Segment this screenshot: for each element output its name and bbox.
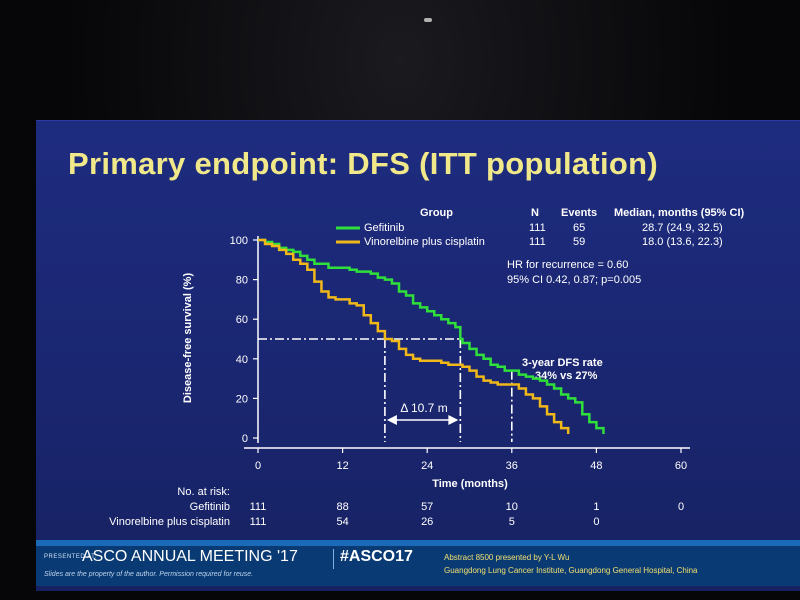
y-tick-label: 20	[236, 393, 248, 405]
footer-hashtag: #ASCO17	[340, 548, 413, 565]
x-tick-label: 24	[421, 460, 433, 472]
legend-table: Group N Events Median, months (95% CI) G…	[336, 207, 745, 248]
footer-banner	[36, 540, 800, 586]
risk-value: 10	[506, 501, 518, 513]
legend-n-vinorelbine: 111	[529, 236, 546, 248]
legend-header-median: Median, months (95% CI)	[614, 207, 745, 219]
y-axis-label: Disease-free survival (%)	[182, 273, 194, 404]
presentation-slide	[36, 120, 800, 591]
risk-value: 0	[678, 501, 684, 513]
risk-value: 111	[250, 501, 267, 513]
x-tick-label: 48	[590, 460, 602, 472]
dfs-rate-annotation-line1: 3-year DFS rate	[522, 357, 603, 369]
x-axis-label: Time (months)	[432, 478, 508, 490]
risk-value: 26	[421, 516, 433, 528]
footer-meeting-name: ASCO ANNUAL MEETING '17	[82, 548, 298, 565]
legend-header-group: Group	[420, 207, 453, 219]
delta-arrow-head-left	[386, 415, 397, 425]
footer-accent-band	[36, 540, 800, 546]
screen-indicator-light	[424, 18, 432, 22]
y-tick-label: 100	[230, 235, 248, 247]
slide-title: Primary endpoint: DFS (ITT population)	[68, 146, 659, 181]
risk-value: 111	[250, 516, 267, 528]
median-reference-lines	[258, 338, 513, 442]
footer-presented-at: PRESENTED AT:	[44, 554, 97, 560]
delta-arrow-head-right	[448, 415, 459, 425]
y-tick-label: 0	[242, 433, 248, 445]
x-tick-label: 0	[255, 460, 261, 472]
legend-label-gefitinib: Gefitinib	[364, 222, 404, 234]
risk-row-name-vinorelbine: Vinorelbine plus cisplatin	[109, 516, 230, 528]
legend-n-gefitinib: 111	[529, 222, 546, 234]
y-tick-label: 80	[236, 275, 248, 287]
x-tick-label: 60	[675, 460, 687, 472]
risk-value: 88	[336, 501, 348, 513]
y-tick-label: 60	[236, 314, 248, 326]
x-tick-label: 12	[336, 460, 348, 472]
dfs-rate-annotation-line2: 34% vs 27%	[535, 370, 598, 382]
legend-header-n: N	[531, 207, 539, 219]
hr-annotation-line1: HR for recurrence = 0.60	[507, 259, 628, 271]
x-tick-label: 36	[506, 460, 518, 472]
hr-annotation-line2: 95% CI 0.42, 0.87; p=0.005	[507, 274, 641, 286]
risk-row-name-gefitinib: Gefitinib	[190, 501, 230, 513]
y-tick-label: 40	[236, 354, 248, 366]
legend-events-vinorelbine: 59	[573, 236, 585, 248]
km-curve-gefitinib	[258, 238, 605, 435]
km-curve-vinorelbine	[258, 238, 570, 435]
y-tick-group: 0 20 40 60 80 100	[230, 235, 258, 445]
risk-value: 1	[593, 501, 599, 513]
legend-label-vinorelbine: Vinorelbine plus cisplatin	[364, 236, 485, 248]
footer-abstract-institution: Guangdong Lung Cancer Institute, Guangdo…	[444, 566, 698, 575]
footer-divider	[333, 549, 334, 569]
delta-label: Δ 10.7 m	[400, 401, 447, 415]
legend-median-gefitinib: 28.7 (24.9, 32.5)	[642, 222, 723, 234]
legend-events-gefitinib: 65	[573, 222, 585, 234]
delta-median-arrow: Δ 10.7 m	[386, 401, 459, 425]
x-tick-group: 0 12 24 36 48 60	[255, 448, 687, 472]
risk-value: 5	[509, 516, 515, 528]
risk-value: 54	[336, 516, 348, 528]
legend-median-vinorelbine: 18.0 (13.6, 22.3)	[642, 236, 723, 248]
legend-header-events: Events	[561, 207, 597, 219]
risk-table-label: No. at risk:	[177, 486, 230, 498]
footer-abstract-presenter: Abstract 8500 presented by Y-L Wu	[444, 553, 570, 562]
risk-value: 0	[593, 516, 599, 528]
footer-slides-note: Slides are the property of the author. P…	[44, 571, 254, 578]
risk-value: 57	[421, 501, 433, 513]
